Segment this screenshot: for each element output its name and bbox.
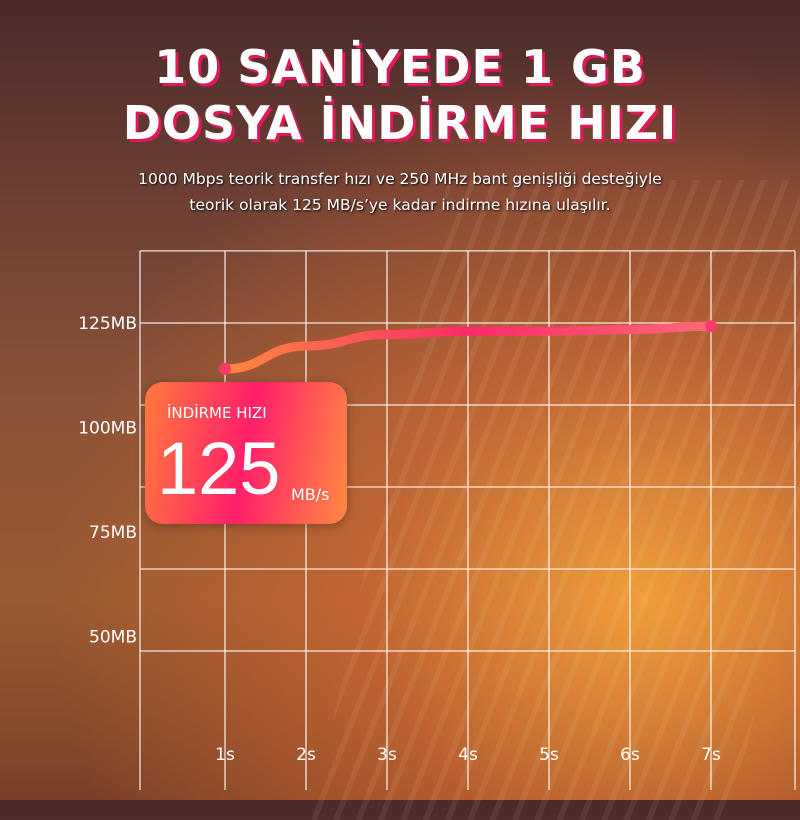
card-value: 125: [157, 427, 281, 510]
subtitle-line-1: 1000 Mbps teorik transfer hızı ve 250 MH…: [138, 170, 662, 188]
x-tick-label: 6s: [620, 745, 640, 765]
card-label: İNDİRME HIZI: [167, 404, 267, 422]
speed-line: [220, 321, 716, 374]
y-tick-label: 50MB: [89, 628, 137, 648]
x-tick-label: 7s: [701, 745, 721, 765]
x-tick-label: 4s: [458, 745, 478, 765]
x-tick-label: 5s: [539, 745, 559, 765]
y-tick-label: 75MB: [89, 523, 137, 543]
data-point: [219, 362, 231, 375]
subtitle-line-2: teorik olarak 125 MB/s’ye kadar indirme …: [189, 196, 611, 214]
card-unit: MB/s: [291, 485, 330, 504]
y-tick-label: 100MB: [78, 419, 137, 439]
subtitle: 1000 Mbps teorik transfer hızı ve 250 MH…: [0, 166, 800, 218]
y-tick-label: 125MB: [78, 314, 137, 334]
data-point: [705, 320, 717, 333]
title-line-2: DOSYA İNDİRME HIZI: [122, 96, 678, 150]
download-speed-card: İNDİRME HIZI 125 MB/s: [145, 382, 347, 524]
x-tick-label: 2s: [296, 745, 316, 765]
x-tick-label: 3s: [377, 745, 397, 765]
speed-chart: 50MB 75MB 100MB 125MB 1s 2s 3s 4s 5s 6s 7s: [78, 314, 721, 765]
title-line-1: 10 SANİYEDE 1 GB: [154, 40, 646, 94]
x-tick-label: 1s: [215, 745, 235, 765]
